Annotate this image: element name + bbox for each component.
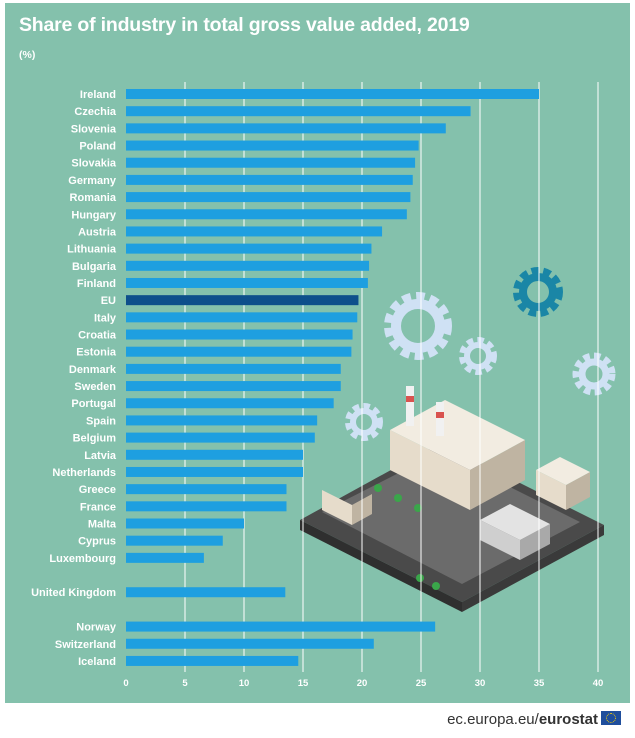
category-label-portugal: Portugal (71, 398, 116, 410)
gear-icon (345, 403, 383, 441)
category-label-greece: Greece (79, 484, 116, 496)
category-labels: Ireland Czechia Slovenia Poland Slovakia Germ… (31, 89, 117, 668)
bar-greece (126, 484, 287, 495)
bar-luxembourg (126, 552, 204, 563)
category-label-sweden: Sweden (74, 381, 116, 393)
gear-icon (459, 337, 497, 375)
category-label-ireland: Ireland (80, 89, 116, 101)
category-label-switzerland: Switzerland (55, 639, 116, 651)
category-label-belgium: Belgium (73, 433, 117, 445)
bar-slovenia (126, 123, 446, 134)
category-label-france: France (80, 501, 116, 513)
category-label-estonia: Estonia (76, 347, 117, 359)
x-tick-label-25: 25 (416, 678, 427, 689)
bar-poland (126, 140, 419, 151)
category-label-cyprus: Cyprus (78, 536, 116, 548)
bar-romania (126, 192, 411, 203)
x-tick-label-0: 0 (123, 678, 128, 689)
eu-flag-icon (601, 711, 621, 725)
bar-iceland (126, 655, 299, 666)
category-label-united-kingdom: United Kingdom (31, 587, 116, 599)
category-label-lithuania: Lithuania (67, 244, 117, 256)
bar-ireland (126, 89, 539, 99)
bars (126, 89, 539, 666)
x-tick-label-15: 15 (298, 678, 309, 689)
category-label-romania: Romania (70, 192, 117, 204)
bar-italy (126, 312, 358, 323)
bar-latvia (126, 449, 303, 460)
bar-slovakia (126, 157, 416, 168)
bar-croatia (126, 329, 353, 340)
bar-norway (126, 621, 436, 632)
bar-bulgaria (126, 260, 370, 271)
x-tick-label-20: 20 (357, 678, 368, 689)
unit-label: (%) (19, 49, 36, 61)
gear-icon (513, 267, 563, 317)
gear-icon (384, 292, 452, 360)
bar-portugal (126, 398, 334, 409)
gridlines (184, 82, 599, 672)
category-label-malta: Malta (88, 519, 117, 531)
footer-source: ec.europa.eu/eurostat (447, 711, 621, 728)
category-label-slovenia: Slovenia (71, 123, 117, 135)
bar-malta (126, 518, 244, 529)
category-label-austria: Austria (78, 226, 117, 238)
bar-switzerland (126, 638, 374, 649)
category-label-slovakia: Slovakia (71, 158, 117, 170)
bar-hungary (126, 209, 407, 220)
category-label-luxembourg: Luxembourg (49, 553, 116, 565)
bar-austria (126, 226, 383, 237)
category-label-latvia: Latvia (84, 450, 117, 462)
category-label-netherlands: Netherlands (52, 467, 116, 479)
bar-germany (126, 174, 413, 185)
bar-belgium (126, 432, 315, 443)
bar-netherlands (126, 466, 303, 477)
bar-france (126, 501, 287, 512)
category-label-czechia: Czechia (74, 106, 116, 118)
x-tick-label-40: 40 (593, 678, 604, 689)
category-label-spain: Spain (86, 415, 116, 427)
bar-eu (126, 295, 359, 306)
bar-denmark (126, 363, 341, 374)
gear-icon (572, 352, 616, 396)
category-label-croatia: Croatia (78, 330, 117, 342)
bar-sweden (126, 381, 341, 392)
category-label-denmark: Denmark (69, 364, 117, 376)
footer-domain: ec.europa.eu/ (447, 711, 539, 728)
x-tick-label-35: 35 (534, 678, 545, 689)
x-axis-tick-labels: 0 5 10 15 20 25 30 35 40 (123, 678, 603, 689)
bar-lithuania (126, 243, 372, 254)
category-label-eu: EU (101, 295, 116, 307)
category-label-italy: Italy (94, 312, 117, 324)
bar-united-kingdom (126, 587, 286, 598)
footer-brand: eurostat (538, 711, 598, 728)
x-tick-label-5: 5 (182, 678, 188, 689)
x-tick-label-10: 10 (239, 678, 250, 689)
bar-finland (126, 277, 368, 288)
category-label-norway: Norway (76, 622, 117, 634)
category-label-germany: Germany (68, 175, 117, 187)
category-label-finland: Finland (77, 278, 116, 290)
category-label-iceland: Iceland (78, 656, 116, 668)
chart-title: Share of industry in total gross value a… (19, 14, 470, 36)
category-label-hungary: Hungary (71, 209, 117, 221)
bar-spain (126, 415, 318, 426)
category-label-poland: Poland (79, 141, 116, 153)
bar-czechia (126, 106, 471, 117)
bar-estonia (126, 346, 352, 357)
bar-cyprus (126, 535, 223, 546)
category-label-bulgaria: Bulgaria (72, 261, 117, 273)
factory-illustration (300, 267, 616, 612)
x-tick-label-30: 30 (475, 678, 486, 689)
